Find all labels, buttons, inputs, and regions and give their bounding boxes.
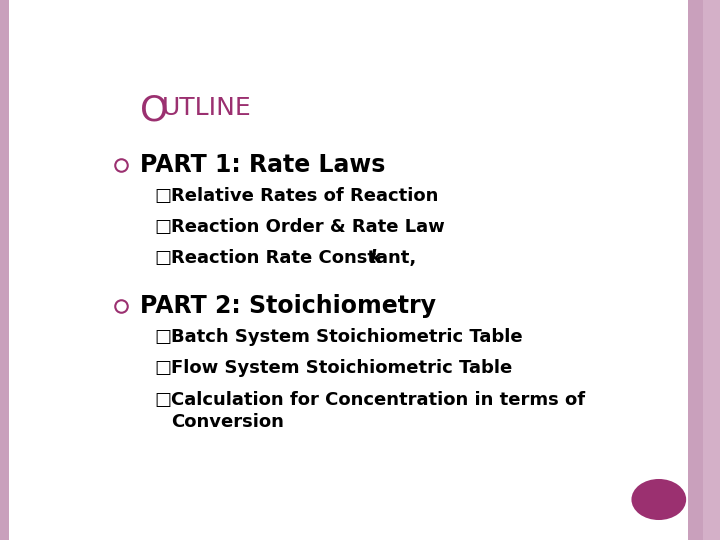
Text: PART 1: Rate Laws: PART 1: Rate Laws (140, 153, 386, 177)
Text: □: □ (154, 218, 171, 236)
Text: □: □ (154, 187, 171, 205)
Text: Conversion: Conversion (171, 414, 284, 431)
Text: □: □ (154, 328, 171, 346)
Text: UTLINE: UTLINE (161, 96, 251, 120)
Text: Batch System Stoichiometric Table: Batch System Stoichiometric Table (171, 328, 523, 346)
Text: k: k (369, 249, 381, 267)
Text: Reaction Rate Constant,: Reaction Rate Constant, (171, 249, 423, 267)
Text: Relative Rates of Reaction: Relative Rates of Reaction (171, 187, 438, 205)
Text: Flow System Stoichiometric Table: Flow System Stoichiometric Table (171, 359, 512, 377)
Text: O: O (140, 94, 168, 128)
Text: □: □ (154, 390, 171, 409)
Text: Calculation for Concentration in terms of: Calculation for Concentration in terms o… (171, 390, 585, 409)
Text: □: □ (154, 249, 171, 267)
Text: PART 2: Stoichiometry: PART 2: Stoichiometry (140, 294, 436, 318)
Text: □: □ (154, 359, 171, 377)
Text: Reaction Order & Rate Law: Reaction Order & Rate Law (171, 218, 445, 236)
